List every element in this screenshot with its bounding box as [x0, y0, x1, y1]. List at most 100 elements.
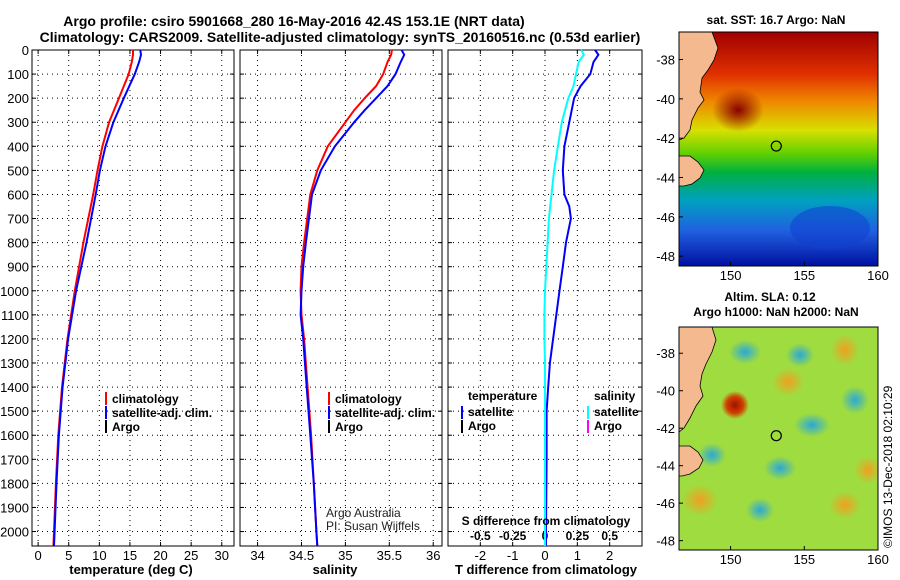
s-difference-tick-label: -0.5: [470, 529, 491, 543]
legend-label-argo: Argo: [335, 420, 363, 434]
salinity-tick-label: 36: [426, 548, 440, 563]
map-lon-label: 160: [867, 268, 889, 283]
series-line-t-satellite: [545, 49, 600, 546]
legend-label-climatology: climatology: [112, 392, 179, 406]
legend-label-s-satellite: satellite: [594, 405, 639, 419]
map-lat-label: -42: [656, 131, 675, 146]
map-lon-label: 160: [867, 552, 889, 567]
difference-legend: temperature satellite Argo salinity sate…: [461, 389, 639, 433]
depth-tick-label: 1200: [0, 332, 29, 347]
temperature-tick-label: 15: [123, 548, 137, 563]
t-difference-tick-label: 0: [541, 548, 548, 563]
salinity-tick-label: 35.5: [377, 548, 402, 563]
s-difference-tick-label: -0.25: [499, 529, 527, 543]
map-lat-label: -38: [656, 346, 675, 361]
temperature-tick-label: 25: [184, 548, 198, 563]
figure-title-line1: Argo profile: csiro 5901668_280 16-May-2…: [63, 13, 524, 29]
salinity-tick-label: 34: [250, 548, 264, 563]
sst-cool-patch: [790, 206, 870, 250]
map-lon-label: 155: [793, 268, 815, 283]
depth-tick-labels: 0 100 200 300 400 500 600 700 800 900 1000 1100 1200…: [0, 43, 29, 540]
temperature-legend: climatology satellite-adj. clim. Argo: [105, 392, 212, 434]
map-lon-label: 150: [720, 268, 742, 283]
sst-map: sat. SST: 16.7 Argo: NaN 150 155 160 -38 -40…: [656, 13, 889, 283]
legend-label-satellite: satellite-adj. clim.: [335, 406, 435, 420]
sla-anomaly: [786, 343, 814, 367]
sla-anomaly: [841, 386, 869, 414]
legend-title-temperature: temperature: [468, 389, 538, 403]
sst-map-ticks: 150 155 160 -38 -40 -42 -44 -46 -48: [656, 53, 889, 283]
legend-label-s-argo: Argo: [594, 419, 622, 433]
depth-tick-label: 1600: [0, 428, 29, 443]
sla-anomaly: [721, 391, 749, 419]
sla-anomaly: [746, 498, 774, 522]
depth-tick-label: 2000: [0, 525, 29, 540]
temperature-tick-label: 5: [65, 548, 72, 563]
map-lat-label: -46: [656, 210, 675, 225]
depth-tick-label: 1000: [0, 284, 29, 299]
sla-anomaly: [772, 368, 804, 396]
depth-tick-label: 1300: [0, 356, 29, 371]
temperature-tick-label: 10: [92, 548, 106, 563]
difference-series: [543, 49, 600, 546]
depth-tick-label: 1700: [0, 452, 29, 467]
s-difference-tick-label: 0.25: [566, 529, 590, 543]
depth-tick-label: 1900: [0, 500, 29, 515]
legend-label-t-satellite: satellite: [468, 405, 513, 419]
map-lon-label: 155: [793, 552, 815, 567]
series-line-satellite-adj-clim-: [299, 49, 406, 547]
salinity-series: [299, 49, 406, 547]
sst-map-title: sat. SST: 16.7 Argo: NaN: [707, 13, 846, 27]
figure-title-line2: Climatology: CARS2009. Satellite-adjuste…: [40, 29, 641, 45]
depth-tick-label: 700: [7, 212, 29, 227]
sst-float-marker: [770, 140, 782, 152]
sla-anomaly: [764, 456, 796, 480]
data-source-annotation-line1: Argo Australia: [326, 506, 401, 520]
difference-panel: -2 -1 0 1 2 -0.5 -0.25 0 0.25 0.5 S difference f…: [447, 49, 643, 577]
temperature-tick-label: 0: [35, 548, 42, 563]
difference-grid: [448, 49, 642, 546]
t-difference-axis-label: T difference from climatology: [455, 562, 638, 577]
imos-credit: ©IMOS 13-Dec-2018 02:10:29: [881, 385, 895, 548]
depth-tick-label: 500: [7, 163, 29, 178]
depth-tick-label: 1800: [0, 476, 29, 491]
sla-anomaly: [682, 484, 718, 516]
temperature-tick-label: 20: [153, 548, 167, 563]
temperature-series: [52, 49, 143, 547]
depth-tick-label: 1500: [0, 404, 29, 419]
t-difference-tick-label: 2: [606, 548, 613, 563]
series-line-satellite-adj-clim-: [53, 49, 143, 547]
s-difference-tick-label: 0.5: [601, 529, 618, 543]
salinity-plot-frame: [239, 49, 443, 547]
sla-map-title-line1: Altim. SLA: 0.12: [724, 290, 816, 304]
depth-tick-label: 200: [7, 91, 29, 106]
temperature-plot-frame: [31, 49, 235, 547]
depth-tick-label: 800: [7, 236, 29, 251]
salinity-panel: 34 34.5 35 35.5 36 salinity climatology sate…: [239, 49, 443, 577]
depth-tick-label: 900: [7, 260, 29, 275]
t-difference-tick-label: -2: [475, 548, 487, 563]
salinity-axis-label: salinity: [313, 562, 359, 577]
map-lon-label: 150: [720, 552, 742, 567]
t-difference-tick-label: 1: [574, 548, 581, 563]
legend-label-argo: Argo: [112, 420, 140, 434]
map-lat-label: -48: [656, 534, 675, 549]
sla-land-australia: [679, 327, 717, 433]
temperature-tick-label: 30: [215, 548, 229, 563]
map-lat-label: -42: [656, 421, 675, 436]
sst-land-australia: [679, 32, 719, 141]
legend-label-t-argo: Argo: [468, 419, 496, 433]
depth-tick-label: 600: [7, 187, 29, 202]
temperature-tick-labels: 0 5 10 15 20 25 30: [35, 548, 229, 563]
sst-map-frame: [678, 31, 879, 267]
sla-anomaly: [831, 334, 859, 366]
map-lat-label: -46: [656, 496, 675, 511]
depth-tick-label: 400: [7, 139, 29, 154]
sla-anomaly: [794, 413, 830, 437]
depth-tick-label: 300: [7, 115, 29, 130]
salinity-grid: [240, 49, 442, 546]
sla-map-title-line2: Argo h1000: NaN h2000: NaN: [693, 305, 858, 319]
depth-tick-label: 1100: [1, 308, 29, 323]
t-difference-tick-label: -1: [507, 548, 519, 563]
